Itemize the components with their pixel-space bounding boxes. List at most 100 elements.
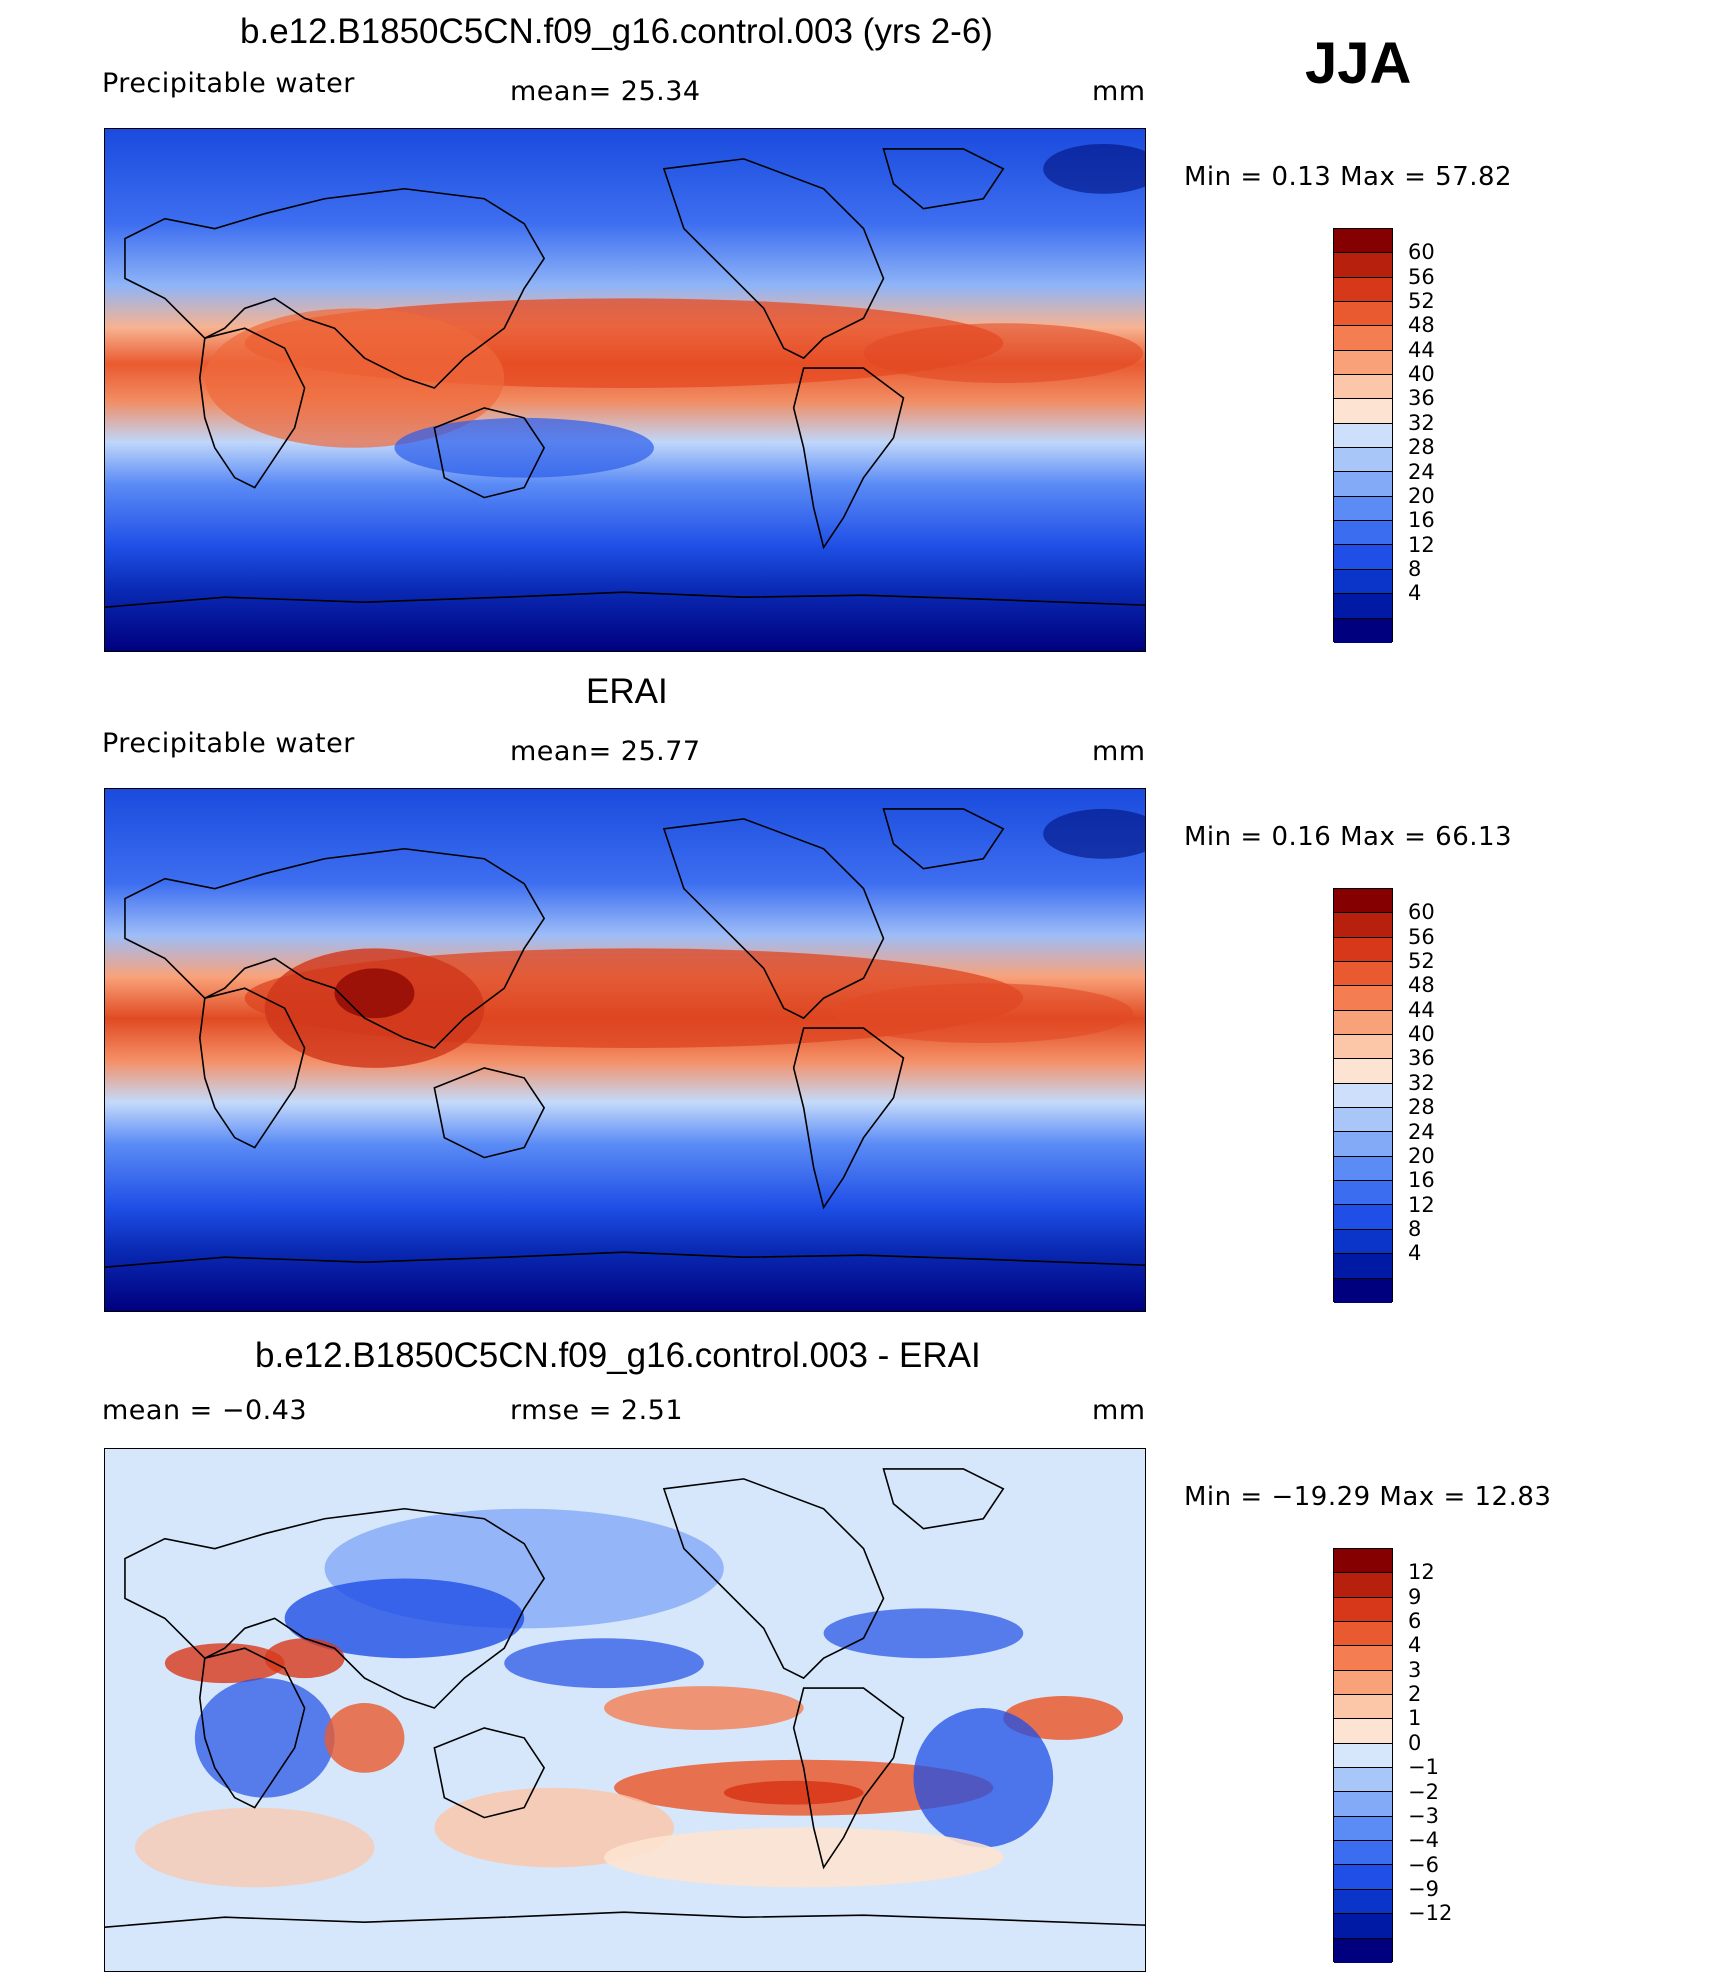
- colorbar-tick-label: 40: [1408, 362, 1435, 387]
- panel1-minmax: Min = 0.13 Max = 57.82: [1184, 162, 1513, 192]
- colorbar-box: [1334, 1792, 1392, 1817]
- colorbar-tick-label: 28: [1408, 435, 1435, 460]
- colorbar-tick-label: 6: [1408, 1609, 1422, 1634]
- panel2-title: ERAI: [586, 672, 668, 711]
- colorbar-box: [1334, 1670, 1392, 1696]
- colorbar-box: [1334, 545, 1392, 570]
- colorbar-tick-label: 12: [1408, 532, 1435, 557]
- colorbar-tick-label: 52: [1408, 949, 1435, 974]
- colorbar-tick-label: 32: [1408, 410, 1435, 435]
- colorbar-box: [1334, 1156, 1392, 1182]
- colorbar-box: [1334, 277, 1392, 303]
- colorbar-box: [1334, 1743, 1392, 1769]
- colorbar-box: [1334, 1132, 1392, 1157]
- colorbar-box: [1334, 350, 1392, 376]
- panel3-colorbar: [1333, 1548, 1393, 1963]
- colorbar-box: [1334, 618, 1392, 643]
- colorbar-box: [1334, 986, 1392, 1011]
- panel1-colorbar: [1333, 228, 1393, 643]
- colorbar-box: [1334, 889, 1392, 914]
- colorbar-tick-label: 0: [1408, 1730, 1422, 1755]
- colorbar-box: [1334, 1914, 1392, 1939]
- colorbar-tick-label: 2: [1408, 1682, 1422, 1707]
- colorbar-tick-label: 3: [1408, 1657, 1422, 1682]
- colorbar-tick-label: 28: [1408, 1095, 1435, 1120]
- colorbar-tick-label: 36: [1408, 386, 1435, 411]
- colorbar-tick-label: 36: [1408, 1046, 1435, 1071]
- colorbar-tick-label: 60: [1408, 240, 1435, 265]
- colorbar-tick-label: 52: [1408, 289, 1435, 314]
- colorbar-box: [1334, 253, 1392, 278]
- colorbar-tick-label: 9: [1408, 1584, 1422, 1609]
- panel2-colorbar: [1333, 888, 1393, 1303]
- colorbar-tick-label: 48: [1408, 313, 1435, 338]
- colorbar-box: [1334, 1841, 1392, 1866]
- colorbar-tick-label: 44: [1408, 997, 1435, 1022]
- colorbar-box: [1334, 1622, 1392, 1647]
- colorbar-box: [1334, 1573, 1392, 1598]
- colorbar-tick-label: −3: [1408, 1803, 1439, 1828]
- panel3-map: [104, 1448, 1146, 1972]
- colorbar-box: [1334, 1059, 1392, 1084]
- colorbar-tick-label: 8: [1408, 1216, 1422, 1241]
- colorbar-tick-label: −4: [1408, 1828, 1439, 1853]
- colorbar-tick-label: −1: [1408, 1755, 1439, 1780]
- colorbar-tick-label: −2: [1408, 1779, 1439, 1804]
- colorbar-tick-label: 48: [1408, 973, 1435, 998]
- colorbar-box: [1334, 1865, 1392, 1890]
- colorbar-box: [1334, 1035, 1392, 1060]
- colorbar-tick-label: −9: [1408, 1876, 1439, 1901]
- colorbar-tick-label: 16: [1408, 508, 1435, 533]
- colorbar-tick-label: 44: [1408, 337, 1435, 362]
- panel1-units: mm: [1092, 76, 1146, 107]
- colorbar-box: [1334, 1083, 1392, 1109]
- colorbar-box: [1334, 1646, 1392, 1671]
- panel2-map: [104, 788, 1146, 1312]
- colorbar-box: [1334, 1278, 1392, 1303]
- panel3-units: mm: [1092, 1395, 1146, 1426]
- panel2-mean: mean= 25.77: [510, 736, 701, 767]
- colorbar-box: [1334, 448, 1392, 473]
- colorbar-box: [1334, 1719, 1392, 1744]
- colorbar-box: [1334, 1108, 1392, 1133]
- colorbar-box: [1334, 326, 1392, 351]
- colorbar-box: [1334, 521, 1392, 546]
- panel1-variable-label: Precipitable water: [102, 68, 355, 99]
- colorbar-box: [1334, 1938, 1392, 1963]
- colorbar-tick-label: 8: [1408, 556, 1422, 581]
- panel1-title: b.e12.B1850C5CN.f09_g16.control.003 (yrs…: [240, 12, 993, 51]
- colorbar-tick-label: 20: [1408, 483, 1435, 508]
- colorbar-box: [1334, 1816, 1392, 1842]
- colorbar-box: [1334, 1205, 1392, 1230]
- colorbar-box: [1334, 229, 1392, 254]
- colorbar-box: [1334, 962, 1392, 987]
- colorbar-box: [1334, 1549, 1392, 1574]
- colorbar-tick-label: 32: [1408, 1070, 1435, 1095]
- colorbar-tick-label: −12: [1408, 1901, 1453, 1926]
- colorbar-tick-label: 16: [1408, 1168, 1435, 1193]
- colorbar-box: [1334, 496, 1392, 522]
- panel3-minmax: Min = −19.29 Max = 12.83: [1184, 1482, 1552, 1512]
- colorbar-box: [1334, 1695, 1392, 1720]
- colorbar-box: [1334, 569, 1392, 595]
- colorbar-box: [1334, 375, 1392, 400]
- panel3-rmse: rmse = 2.51: [510, 1395, 684, 1426]
- colorbar-box: [1334, 399, 1392, 424]
- panel2-minmax: Min = 0.16 Max = 66.13: [1184, 822, 1513, 852]
- colorbar-box: [1334, 472, 1392, 497]
- colorbar-tick-label: 20: [1408, 1143, 1435, 1168]
- colorbar-tick-label: 56: [1408, 924, 1435, 949]
- colorbar-box: [1334, 1889, 1392, 1915]
- colorbar-tick-label: 4: [1408, 1241, 1422, 1266]
- colorbar-box: [1334, 937, 1392, 963]
- colorbar-box: [1334, 594, 1392, 619]
- panel2-variable-label: Precipitable water: [102, 728, 355, 759]
- colorbar-tick-label: 24: [1408, 1119, 1435, 1144]
- colorbar-box: [1334, 1254, 1392, 1279]
- colorbar-tick-label: −6: [1408, 1852, 1439, 1877]
- panel1-map: [104, 128, 1146, 652]
- colorbar-tick-label: 12: [1408, 1192, 1435, 1217]
- colorbar-box: [1334, 1597, 1392, 1623]
- colorbar-tick-label: 60: [1408, 900, 1435, 925]
- colorbar-tick-label: 12: [1408, 1560, 1435, 1585]
